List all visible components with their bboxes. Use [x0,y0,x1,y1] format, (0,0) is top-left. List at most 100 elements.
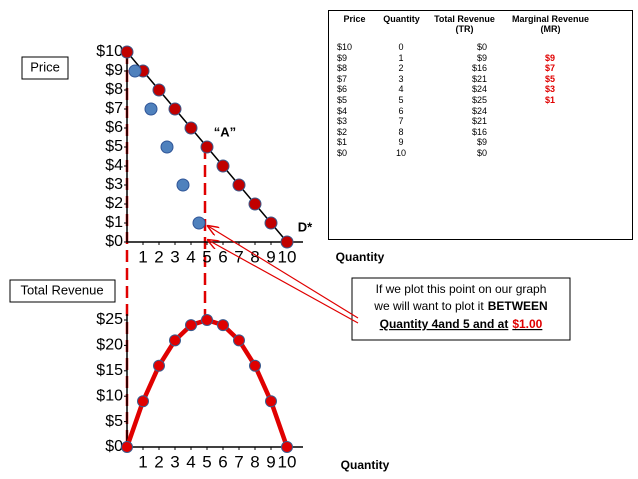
data-point [185,319,197,332]
table-cell: $5 [544,73,555,84]
callout-emphasis: BETWEEN [488,299,548,313]
table-cell: 0 [398,42,404,52]
data-point [264,216,278,230]
y-tick-label: $20 [96,337,123,354]
table-cell: 2 [398,63,404,74]
arrow [208,240,359,324]
table-cell [501,42,599,53]
table-cell: $16 [471,63,487,74]
table-cell: $1 [337,137,348,148]
table-cell: $9 [337,52,348,63]
y-tick-label: $10 [96,387,123,404]
y-tick-label: $6 [105,119,123,136]
x-tick-label: 9 [266,247,275,266]
table-cell: $24 [471,105,487,116]
callout-text: we will want to plot it [373,299,484,313]
data-point [265,395,277,408]
y-tick-label: $8 [105,81,123,98]
data-point [216,159,230,173]
x-tick-label: 2 [154,247,163,266]
table-cell: 7 [398,116,404,127]
table-cell: $0 [337,147,348,158]
data-point [249,359,261,372]
callout-text: Quantity 4and 5 and at $1.00 [380,317,543,331]
y-tick-label: $7 [105,100,123,117]
table-cell: 4 [398,84,404,95]
mr-point [160,140,174,154]
table-cell: $9 [476,137,487,148]
data-point [137,395,149,408]
callout-emphasis: $1.00 [512,317,542,331]
table: Price Quantity Total Revenue (TR) Marginal … [333,14,599,159]
x-tick-label: 4 [186,452,195,471]
column-header: Quantity [383,14,420,24]
data-point [281,441,293,453]
table-cell: $3 [544,84,555,95]
table-cell: $21 [471,73,487,84]
data-point [200,140,214,154]
table-cell [501,116,599,127]
y-tick-label: $0 [105,233,123,250]
x-tick-label: 8 [250,247,259,266]
label-box [21,56,69,80]
table-cell: $10 [337,42,353,52]
table-cell [501,127,599,138]
table-cell: $9 [544,52,555,63]
x-tick-label: 7 [234,452,243,471]
table-cell: $21 [471,116,487,127]
table-cell [501,137,599,148]
table-cell: $0 [476,42,487,52]
x-tick-label: 4 [186,247,195,266]
column-header: Price [343,14,366,24]
mr-point [144,102,158,116]
y-tick-label: $3 [105,176,123,193]
x-tick-label: 8 [250,452,259,471]
data-point [248,197,262,211]
y-tick-label: $15 [96,362,123,379]
table-cell: $7 [337,73,348,84]
table-cell: $25 [471,94,487,105]
data-point [217,319,229,332]
table-cell: $8 [337,63,348,74]
x-tick-label: 3 [170,247,179,266]
table-cell: $6 [337,84,348,95]
revenue-table: Price Quantity Total Revenue (TR) Marginal … [328,10,633,240]
mr-point [128,64,142,78]
x-tick-label: 3 [170,452,179,471]
table-cell: $3 [337,116,348,127]
series-line [124,317,290,448]
data-point [184,121,198,135]
table-cell: 5 [398,94,404,105]
data-point [168,102,182,116]
y-tick-label: $9 [105,62,123,79]
table-cell: $4 [337,105,348,116]
mr-point [192,216,206,230]
table-cell: $7 [544,63,555,74]
y-tick-label: $4 [105,157,123,174]
x-tick-label: 5 [202,247,211,266]
y-tick-label: $25 [96,311,123,328]
table-cell: $0 [476,147,487,158]
x-tick-label: 10 [278,247,297,266]
label-box [9,279,116,303]
x-tick-label: 6 [218,452,227,471]
column-header: Total Revenue (TR) [434,14,495,34]
x-tick-label: 1 [138,247,147,266]
table-cell: 9 [398,137,404,148]
y-tick-label: $1 [105,214,123,231]
x-axis-label: Quantity [336,250,385,264]
table-cell: $9 [476,52,487,63]
y-axis-label: Total Revenue [20,282,103,297]
y-tick-label: $5 [105,413,123,430]
table-cell: 3 [398,73,404,84]
y-axis-label: Price [30,59,60,74]
table-cell: 1 [398,52,404,63]
data-point [169,334,181,347]
mr-point [176,178,190,192]
x-tick-label: 10 [278,452,297,471]
x-tick-label: 5 [202,452,211,471]
annotation: “A” [214,124,236,139]
table-cell: 10 [395,147,406,158]
